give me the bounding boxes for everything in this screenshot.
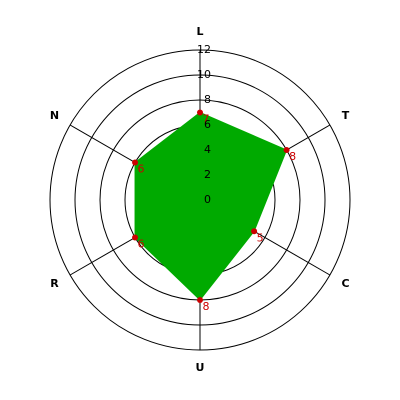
y-tick-label: 12: [197, 43, 211, 56]
value-label: 5: [257, 231, 264, 244]
y-tick-label: 2: [204, 168, 211, 181]
category-label: R: [50, 277, 59, 290]
data-point: [197, 109, 203, 116]
y-tick-label: 6: [204, 118, 211, 131]
data-point: [132, 159, 139, 166]
data-point: [132, 234, 139, 241]
category-label: U: [196, 361, 205, 374]
value-label: 7: [203, 113, 210, 126]
category-label: N: [50, 109, 59, 122]
radar-area: [134, 111, 288, 301]
y-tick-label: 4: [204, 143, 211, 156]
value-label: 6: [138, 238, 145, 251]
data-point: [251, 228, 258, 235]
y-tick-label: 8: [204, 93, 211, 106]
category-label: C: [341, 277, 349, 290]
y-tick-label: 10: [197, 68, 211, 81]
data-point: [283, 147, 290, 153]
y-tick-label: 0: [204, 193, 211, 206]
value-label: 6: [138, 163, 145, 176]
data-point: [197, 297, 203, 303]
category-label: L: [196, 25, 203, 38]
value-label: 8: [289, 150, 296, 163]
value-label: 8: [203, 300, 210, 313]
category-label: T: [342, 109, 350, 122]
